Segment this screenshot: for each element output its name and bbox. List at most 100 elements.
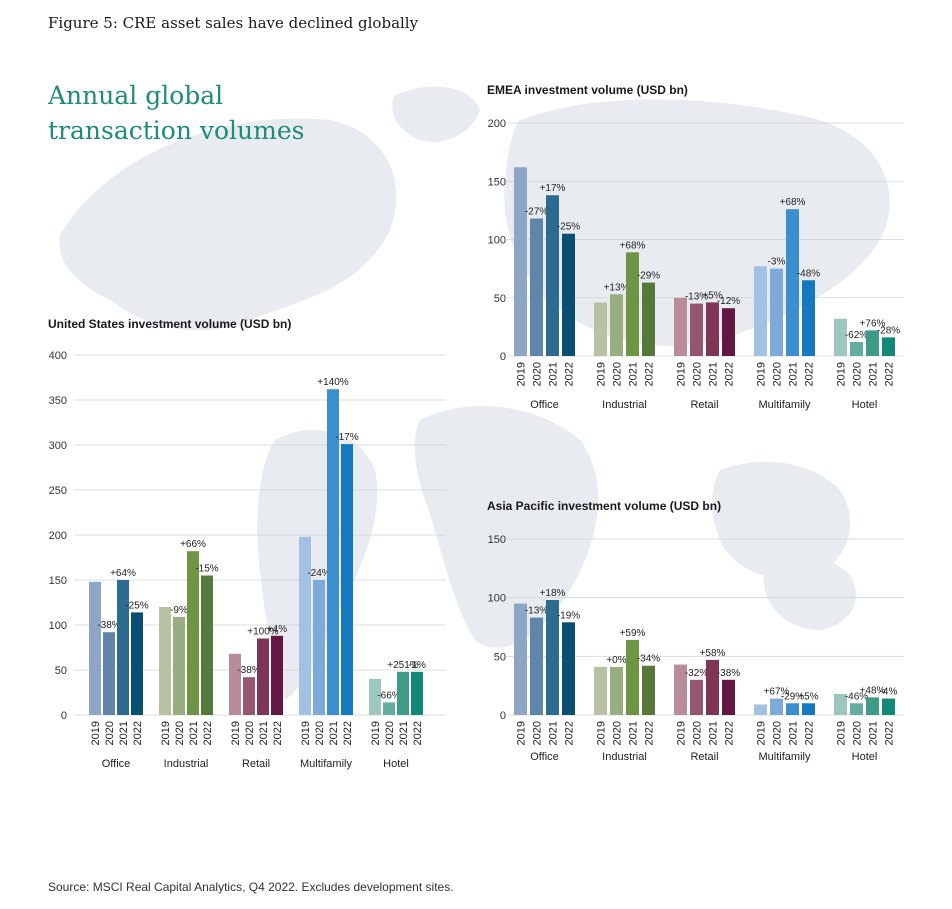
data-label: +58% xyxy=(700,648,726,659)
x-year-label: 2020 xyxy=(314,721,326,745)
bar xyxy=(754,704,767,715)
x-category-label: Office xyxy=(102,758,131,770)
x-category-label: Retail xyxy=(690,751,718,763)
source-note: Source: MSCI Real Capital Analytics, Q4 … xyxy=(48,880,454,894)
x-year-label: 2019 xyxy=(90,721,102,745)
x-year-label: 2021 xyxy=(788,721,800,745)
data-label: -38% xyxy=(237,665,260,676)
data-label: -48% xyxy=(797,268,820,279)
emea-investment-chart: 0 50 100 150 200 2019 -27% 2020 +17% 2021 -25% 2022… xyxy=(488,118,904,411)
bar xyxy=(369,679,381,715)
data-label: -34% xyxy=(637,654,660,665)
bar xyxy=(243,677,255,715)
x-year-label: 2021 xyxy=(398,721,410,745)
x-category-label: Office xyxy=(530,751,559,763)
us-investment-chart: 0 50 100 150 200 250 300 350 400 2019 -38% 2020 +64%… xyxy=(49,350,446,770)
data-label: -3% xyxy=(768,257,786,268)
x-year-label: 2022 xyxy=(564,362,576,386)
data-label: +100% xyxy=(247,627,279,638)
bar xyxy=(786,703,799,715)
bar xyxy=(850,703,863,715)
x-year-label: 2019 xyxy=(516,721,528,745)
x-year-label: 2019 xyxy=(676,721,688,745)
x-year-label: 2019 xyxy=(596,362,608,386)
bar xyxy=(313,580,325,715)
data-label: +68% xyxy=(620,240,646,251)
data-label: -13% xyxy=(685,292,708,303)
x-year-label: 2021 xyxy=(628,721,640,745)
data-label: -46% xyxy=(845,691,868,702)
y-tick-label: 0 xyxy=(500,710,506,722)
x-category-label: Industrial xyxy=(602,399,647,411)
x-year-label: 2020 xyxy=(852,721,864,745)
x-year-label: 2020 xyxy=(612,362,624,386)
bar xyxy=(201,575,213,715)
map-landmass xyxy=(59,118,397,331)
data-label: -28% xyxy=(877,325,900,336)
x-category-label: Retail xyxy=(690,399,718,411)
bar xyxy=(327,389,339,715)
y-tick-label: 300 xyxy=(49,440,67,452)
data-label: +13% xyxy=(604,282,630,293)
x-year-label: 2022 xyxy=(724,362,736,386)
map-landmass xyxy=(414,406,599,648)
bar xyxy=(187,551,199,715)
data-label: +17% xyxy=(540,183,566,194)
bar xyxy=(562,233,575,356)
x-year-label: 2019 xyxy=(370,721,382,745)
y-tick-label: 350 xyxy=(49,395,67,407)
x-year-label: 2021 xyxy=(548,721,560,745)
data-label: +0% xyxy=(606,655,626,666)
y-tick-label: 100 xyxy=(488,235,506,247)
bar xyxy=(706,302,719,356)
x-year-label: 2019 xyxy=(516,362,528,386)
bar xyxy=(383,702,395,715)
data-label: -1% xyxy=(408,660,426,671)
x-year-label: 2022 xyxy=(644,721,656,745)
bar xyxy=(257,638,269,715)
x-year-label: 2020 xyxy=(384,721,396,745)
apac-investment-chart: 0 50 100 150 2019 -13% 2020 +18% 2021 -19% 2022 Off… xyxy=(488,534,904,763)
data-label: -25% xyxy=(125,600,148,611)
x-year-label: 2022 xyxy=(132,721,144,745)
x-year-label: 2021 xyxy=(628,362,640,386)
x-year-label: 2019 xyxy=(160,721,172,745)
y-tick-label: 50 xyxy=(55,665,67,677)
data-label: -13% xyxy=(525,606,548,617)
bar xyxy=(546,195,559,356)
x-year-label: 2019 xyxy=(756,721,768,745)
y-tick-label: 50 xyxy=(494,651,506,663)
data-label: +251% xyxy=(387,660,419,671)
x-year-label: 2022 xyxy=(884,362,896,386)
x-year-label: 2021 xyxy=(788,362,800,386)
x-year-label: 2022 xyxy=(342,721,354,745)
bar xyxy=(89,581,101,715)
x-year-label: 2019 xyxy=(836,362,848,386)
x-category-label: Multifamily xyxy=(300,758,352,770)
bar xyxy=(642,665,655,715)
x-category-label: Multifamily xyxy=(759,751,811,763)
data-label: +140% xyxy=(317,377,349,388)
y-tick-label: 50 xyxy=(494,293,506,305)
bar xyxy=(131,612,143,715)
x-year-label: 2022 xyxy=(564,721,576,745)
x-year-label: 2020 xyxy=(772,362,784,386)
data-label: -9% xyxy=(170,605,188,616)
x-year-label: 2020 xyxy=(244,721,256,745)
x-year-label: 2021 xyxy=(868,362,880,386)
data-label: +4% xyxy=(267,624,287,635)
x-year-label: 2019 xyxy=(300,721,312,745)
map-landmass xyxy=(763,555,856,630)
x-year-label: 2021 xyxy=(868,721,880,745)
data-label: -62% xyxy=(845,330,868,341)
x-category-label: Industrial xyxy=(164,758,209,770)
bar xyxy=(834,693,847,715)
bar xyxy=(690,303,703,356)
bar xyxy=(229,653,241,715)
bar xyxy=(866,330,879,356)
bar xyxy=(866,697,879,715)
data-label: +5% xyxy=(702,290,722,301)
x-year-label: 2021 xyxy=(708,721,720,745)
bar xyxy=(802,703,815,715)
